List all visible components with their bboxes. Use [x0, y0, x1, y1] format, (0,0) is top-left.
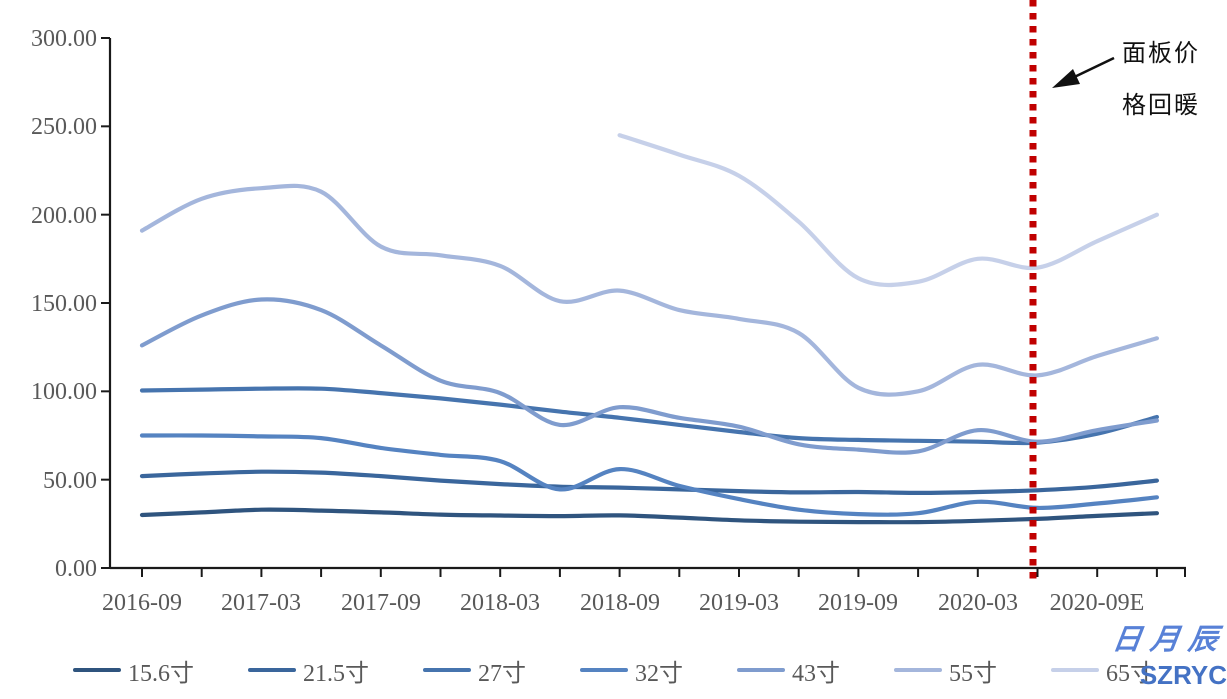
data-series-lines: [139, 133, 1159, 525]
legend-label: 55寸: [949, 660, 997, 687]
x-tick-label: 2020-09E: [1050, 590, 1145, 616]
legend-line-swatch-icon: [580, 668, 628, 672]
series-line-43寸: [139, 297, 1159, 455]
legend-line-swatch-icon: [248, 668, 296, 672]
y-tick-label: 50.00: [43, 468, 97, 494]
chart-legend: 15.6寸 21.5寸 27寸 32寸 43寸 55寸 65寸: [30, 650, 1197, 690]
axis-tick-marks: [101, 37, 1186, 577]
series-line-15.6寸: [139, 507, 1159, 525]
legend-label: 27寸: [478, 660, 526, 687]
legend-line-swatch-icon: [1051, 668, 1099, 672]
legend-item-55in: 55寸: [894, 653, 997, 688]
legend-line-swatch-icon: [737, 668, 785, 672]
y-tick-label: 150.00: [31, 291, 97, 317]
legend-line-swatch-icon: [894, 668, 942, 672]
annotation-arrow-icon: [1052, 56, 1115, 88]
x-tick-label: 2018-09: [580, 590, 660, 616]
y-axis-labels: 300.00 250.00 200.00 150.00 100.00 50.00…: [31, 26, 97, 582]
x-tick-label: 2019-03: [699, 590, 779, 616]
legend-label: 32寸: [635, 660, 683, 687]
annotation-panel-price-rebound: 面板价 格回暖: [1122, 28, 1222, 132]
y-tick-label: 100.00: [31, 379, 97, 405]
x-axis-labels: 2016-09 2017-03 2017-09 2018-03 2018-09 …: [102, 590, 1144, 616]
legend-line-swatch-icon: [73, 668, 121, 672]
legend-item-27in: 27寸: [423, 653, 526, 688]
legend-label: 21.5寸: [303, 660, 369, 687]
legend-item-65in: 65寸: [1051, 653, 1154, 688]
series-line-65寸: [617, 133, 1159, 288]
x-tick-label: 2016-09: [102, 590, 182, 616]
series-line-27寸: [139, 386, 1159, 446]
annotation-line-1: 面板价: [1122, 41, 1200, 67]
legend-item-21-5in: 21.5寸: [248, 653, 369, 688]
legend-label: 15.6寸: [128, 660, 194, 687]
series-line-21.5寸: [139, 469, 1159, 495]
series-line-32寸: [139, 433, 1159, 517]
legend-item-32in: 32寸: [580, 653, 683, 688]
legend-label: 65寸: [1106, 660, 1154, 687]
legend-line-swatch-icon: [423, 668, 471, 672]
x-tick-label: 2018-03: [460, 590, 540, 616]
y-tick-label: 200.00: [31, 203, 97, 229]
y-tick-label: 0.00: [55, 556, 97, 582]
annotation-line-2: 格回暖: [1122, 93, 1200, 119]
legend-label: 43寸: [792, 660, 840, 687]
y-tick-label: 250.00: [31, 114, 97, 140]
x-tick-label: 2017-09: [341, 590, 421, 616]
x-tick-label: 2019-09: [818, 590, 898, 616]
series-line-55寸: [139, 183, 1159, 397]
y-tick-label: 300.00: [31, 26, 97, 52]
legend-item-43in: 43寸: [737, 653, 840, 688]
x-tick-label: 2020-03: [938, 590, 1018, 616]
x-tick-label: 2017-03: [221, 590, 301, 616]
legend-item-15-6in: 15.6寸: [73, 653, 194, 688]
